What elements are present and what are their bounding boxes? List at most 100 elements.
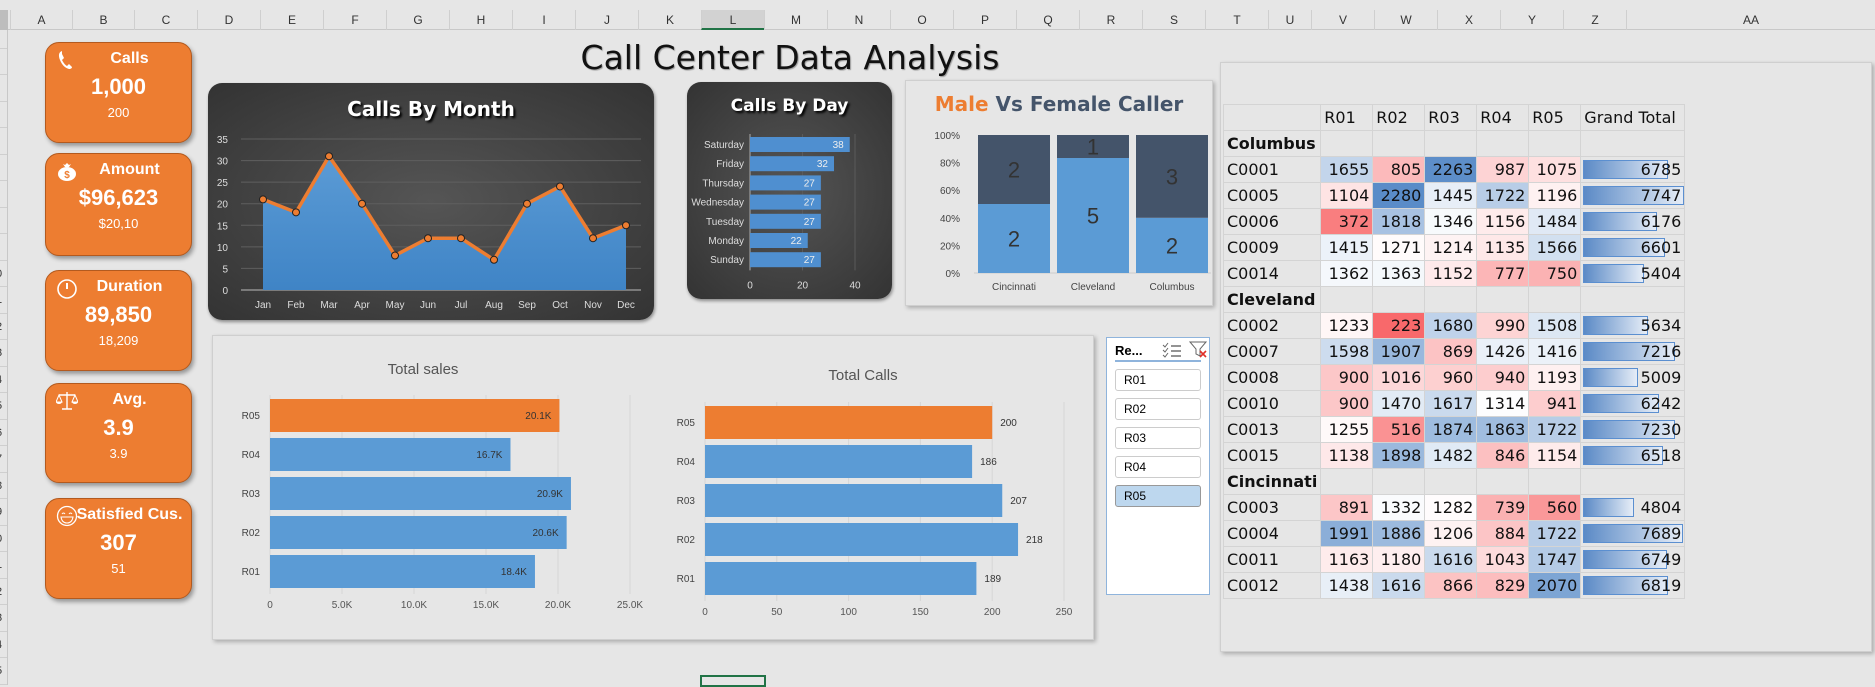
- pivot-cell[interactable]: 1616: [1372, 572, 1426, 599]
- column-header-AA[interactable]: AA: [1626, 10, 1875, 30]
- pivot-cell[interactable]: 1680: [1424, 312, 1478, 339]
- pivot-cell[interactable]: [1320, 468, 1374, 495]
- column-header-Q[interactable]: Q: [1016, 10, 1079, 30]
- row-header[interactable]: [0, 128, 7, 155]
- pivot-row-label[interactable]: C0005: [1222, 182, 1322, 209]
- pivot-cell[interactable]: [1528, 130, 1582, 157]
- column-header-P[interactable]: P: [953, 10, 1016, 30]
- pivot-cell[interactable]: 1233: [1320, 312, 1374, 339]
- pivot-grand-total-cell[interactable]: 6785: [1580, 156, 1686, 183]
- pivot-cell[interactable]: 1722: [1476, 182, 1530, 209]
- pivot-column-header[interactable]: R05: [1528, 104, 1582, 131]
- column-header-Z[interactable]: Z: [1563, 10, 1626, 30]
- row-header[interactable]: [0, 30, 7, 49]
- pivot-cell[interactable]: 2070: [1528, 572, 1582, 599]
- column-header-S[interactable]: S: [1142, 10, 1205, 30]
- pivot-column-header[interactable]: R03: [1424, 104, 1478, 131]
- pivot-cell[interactable]: [1372, 130, 1426, 157]
- pivot-cell[interactable]: 1314: [1476, 390, 1530, 417]
- pivot-row-label[interactable]: C0009: [1222, 234, 1322, 261]
- row-header[interactable]: 7: [0, 446, 7, 473]
- pivot-row-label[interactable]: C0002: [1222, 312, 1322, 339]
- row-header[interactable]: 0: [0, 526, 7, 552]
- multi-select-icon[interactable]: [1162, 342, 1182, 358]
- active-cell[interactable]: [700, 675, 766, 687]
- row-header[interactable]: 6: [0, 420, 7, 446]
- pivot-cell[interactable]: 1255: [1320, 416, 1374, 443]
- pivot-cell[interactable]: [1476, 286, 1530, 313]
- pivot-cell[interactable]: 940: [1476, 364, 1530, 391]
- pivot-cell[interactable]: 1362: [1320, 260, 1374, 287]
- pivot-row-label[interactable]: C0015: [1222, 442, 1322, 469]
- chart-male-vs-female[interactable]: Male Vs Female Caller 0% 20% 40% 60% 80% 100%…: [905, 80, 1213, 306]
- select-all-corner[interactable]: [0, 10, 8, 30]
- pivot-cell[interactable]: 1193: [1528, 364, 1582, 391]
- pivot-cell[interactable]: 1196: [1528, 182, 1582, 209]
- column-header-G[interactable]: G: [386, 10, 449, 30]
- row-header[interactable]: 1: [0, 552, 7, 579]
- pivot-cell[interactable]: 941: [1528, 390, 1582, 417]
- slicer-item-r05[interactable]: R05: [1115, 485, 1201, 507]
- pivot-grand-total-cell[interactable]: 7230: [1580, 416, 1686, 443]
- row-header[interactable]: 5: [0, 393, 7, 420]
- slicer-item-r04[interactable]: R04: [1115, 456, 1201, 478]
- clear-filter-icon[interactable]: [1189, 341, 1209, 359]
- pivot-cell[interactable]: 1438: [1320, 572, 1374, 599]
- column-header-W[interactable]: W: [1374, 10, 1437, 30]
- pivot-cell[interactable]: 1346: [1424, 208, 1478, 235]
- pivot-cell[interactable]: 1016: [1372, 364, 1426, 391]
- pivot-cell[interactable]: 1415: [1320, 234, 1374, 261]
- row-header[interactable]: [0, 102, 7, 128]
- pivot-grand-total-cell[interactable]: 4804: [1580, 494, 1686, 521]
- pivot-column-header[interactable]: R01: [1320, 104, 1374, 131]
- pivot-cell[interactable]: 1152: [1424, 260, 1478, 287]
- column-header-U[interactable]: U: [1268, 10, 1311, 30]
- pivot-cell[interactable]: 223: [1372, 312, 1426, 339]
- pivot-cell[interactable]: 1566: [1528, 234, 1582, 261]
- pivot-column-header[interactable]: [1222, 104, 1322, 131]
- pivot-grand-total-cell[interactable]: 6518: [1580, 442, 1686, 469]
- pivot-row-label[interactable]: C0008: [1222, 364, 1322, 391]
- column-header-B[interactable]: B: [72, 10, 134, 30]
- region-slicer[interactable]: Re... R01 R02 R03 R04 R05: [1106, 337, 1210, 595]
- pivot-cell[interactable]: 866: [1424, 572, 1478, 599]
- pivot-cell[interactable]: [1372, 468, 1426, 495]
- pivot-cell[interactable]: 1747: [1528, 546, 1582, 573]
- column-header-O[interactable]: O: [890, 10, 953, 30]
- pivot-cell[interactable]: 1043: [1476, 546, 1530, 573]
- row-header[interactable]: 2: [0, 314, 7, 340]
- pivot-cell[interactable]: 1363: [1372, 260, 1426, 287]
- pivot-cell[interactable]: 1470: [1372, 390, 1426, 417]
- column-header-J[interactable]: J: [575, 10, 638, 30]
- pivot-cell[interactable]: 1722: [1528, 416, 1582, 443]
- pivot-cell[interactable]: 1874: [1424, 416, 1478, 443]
- pivot-cell[interactable]: 516: [1372, 416, 1426, 443]
- pivot-cell[interactable]: [1580, 468, 1686, 495]
- pivot-row-label[interactable]: C0013: [1222, 416, 1322, 443]
- column-header-F[interactable]: F: [323, 10, 386, 30]
- pivot-cell[interactable]: 891: [1320, 494, 1374, 521]
- pivot-cell[interactable]: 1508: [1528, 312, 1582, 339]
- pivot-cell[interactable]: 990: [1476, 312, 1530, 339]
- column-header-C[interactable]: C: [134, 10, 197, 30]
- pivot-row-label[interactable]: C0001: [1222, 156, 1322, 183]
- slicer-item-r03[interactable]: R03: [1115, 427, 1201, 449]
- pivot-cell[interactable]: 900: [1320, 390, 1374, 417]
- pivot-cell[interactable]: 1863: [1476, 416, 1530, 443]
- pivot-cell[interactable]: 1075: [1528, 156, 1582, 183]
- pivot-cell[interactable]: 372: [1320, 208, 1374, 235]
- row-header[interactable]: [0, 155, 7, 181]
- pivot-cell[interactable]: 869: [1424, 338, 1478, 365]
- pivot-cell[interactable]: 1616: [1424, 546, 1478, 573]
- pivot-cell[interactable]: 846: [1476, 442, 1530, 469]
- column-header-A[interactable]: A: [10, 10, 72, 30]
- pivot-cell[interactable]: 900: [1320, 364, 1374, 391]
- column-header-M[interactable]: M: [764, 10, 827, 30]
- pivot-cell[interactable]: 1154: [1528, 442, 1582, 469]
- pivot-cell[interactable]: 1156: [1476, 208, 1530, 235]
- row-header[interactable]: [0, 234, 7, 261]
- chart-calls-by-month[interactable]: Calls By Month 0 5 10 15 20 25 30 35 Jan Feb Mar Ap…: [208, 83, 654, 320]
- pivot-group-label[interactable]: Cleveland: [1222, 286, 1322, 313]
- pivot-cell[interactable]: 1138: [1320, 442, 1374, 469]
- pivot-cell[interactable]: 739: [1476, 494, 1530, 521]
